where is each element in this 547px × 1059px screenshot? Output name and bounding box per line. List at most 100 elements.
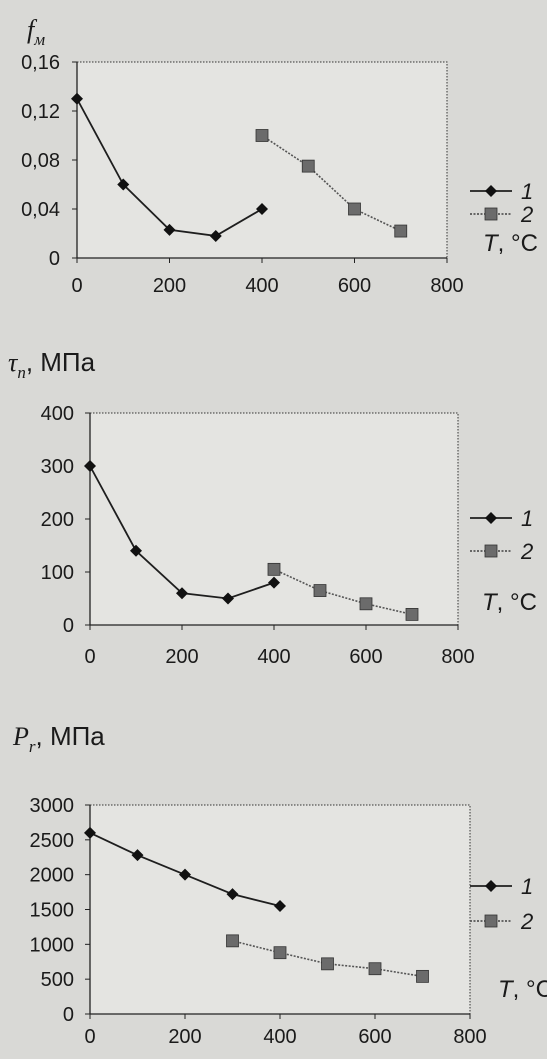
series-2-point xyxy=(313,584,327,597)
x-tick-label: 400 xyxy=(263,1026,296,1048)
x-tick-label: 0 xyxy=(84,646,95,668)
y-axis-subscript: м xyxy=(33,30,45,49)
series-2-point xyxy=(301,159,315,173)
series-2-point xyxy=(394,224,408,238)
x-tick-label: 400 xyxy=(257,646,290,668)
series-1-point xyxy=(268,576,280,589)
y-tick-label: 0 xyxy=(63,615,74,637)
x-axis-unit: , °C xyxy=(513,976,547,1003)
y-axis-subscript: r xyxy=(29,737,36,756)
series-2-point xyxy=(321,957,334,971)
chart0-svg: 0 0,04 0,08 0,12 0,16 0 200 400 600 800 fм T, °C 12 xyxy=(21,15,538,297)
y-tick-label: 400 xyxy=(41,403,74,425)
y-tick-label: 2500 xyxy=(30,830,75,852)
series-2-point xyxy=(255,129,269,142)
series-1-point xyxy=(256,203,268,215)
y-tick-label: 0,04 xyxy=(21,199,60,221)
x-axis-unit: , °C xyxy=(497,589,537,616)
y-tick-label: 0 xyxy=(63,1004,74,1026)
series-1-point xyxy=(163,223,176,236)
x-tick-label: 800 xyxy=(430,275,463,297)
chart-friction-coefficient: 0 0,04 0,08 0,12 0,16 0 200 400 600 800 fм T, °C 1 2 xyxy=(0,0,547,300)
legend-label-2: 2 xyxy=(520,202,533,227)
chart1-svg: 0 100 200 300 400 0 200 400 600 800 τn, МПа T, °C 1 2 xyxy=(8,347,537,668)
y-axis-label: fм xyxy=(27,15,45,49)
series-2-line xyxy=(273,568,413,616)
series-1-point xyxy=(84,826,96,839)
series-2-line xyxy=(232,940,423,978)
series-1-point xyxy=(131,849,144,862)
series-1-point xyxy=(209,229,222,242)
y-tick-label: 2000 xyxy=(30,865,75,887)
legend-label-1: 1 xyxy=(521,506,533,531)
series-1-point xyxy=(222,592,234,605)
y-axis-label: τn, МПа xyxy=(8,347,96,382)
x-tick-label: 400 xyxy=(245,275,278,297)
chart2-svg: 0 500 1000 1500 2000 2500 3000 0 200 400 600 800 Pr,… xyxy=(12,721,547,1048)
y-axis-symbol: τ xyxy=(8,348,19,377)
y-axis-label: Pr, МПа xyxy=(12,721,105,756)
y-tick-label: 0 xyxy=(49,248,60,270)
y-tick-label: 0,16 xyxy=(21,52,60,74)
x-tick-label: 600 xyxy=(338,275,371,297)
series-2-point xyxy=(405,607,419,621)
series-2-point xyxy=(348,202,361,216)
chart-pressure: 0 500 1000 1500 2000 2500 3000 0 200 400 600 800 Pr,… xyxy=(0,690,547,1054)
legend-label-1: 1 xyxy=(521,179,533,204)
legend-label-2: 2 xyxy=(520,909,533,934)
y-axis-unit: , МПа xyxy=(26,347,96,377)
series-1-point xyxy=(179,868,191,881)
y-tick-label: 100 xyxy=(41,562,74,584)
legend-label-1: 1 xyxy=(521,874,533,899)
x-tick-label: 600 xyxy=(358,1026,391,1048)
x-tick-label: 800 xyxy=(441,646,474,668)
legend-marker-1 xyxy=(485,512,497,524)
legend-marker-2 xyxy=(484,914,498,928)
series-1-point xyxy=(117,178,130,191)
series-1-point xyxy=(71,92,83,105)
x-axis-symbol: T xyxy=(498,976,515,1003)
x-tick-label: 0 xyxy=(84,1026,95,1048)
series-2-point xyxy=(273,946,287,960)
legend-marker-1 xyxy=(485,880,497,892)
series-1-point xyxy=(176,587,188,600)
series-1-point xyxy=(274,900,286,913)
y-tick-label: 0,12 xyxy=(21,101,60,123)
y-tick-label: 200 xyxy=(41,509,74,531)
x-tick-label: 200 xyxy=(168,1026,201,1048)
legend-marker-2 xyxy=(484,544,498,558)
chart-shear-strength: 0 100 200 300 400 0 200 400 600 800 τn, МПа T, °C 1 2 xyxy=(0,325,547,675)
series-2-point xyxy=(368,962,382,976)
series-1-point xyxy=(84,460,96,472)
y-tick-label: 0,08 xyxy=(21,150,60,172)
plot-frame xyxy=(89,412,459,626)
y-tick-label: 300 xyxy=(41,456,74,478)
x-tick-label: 0 xyxy=(71,275,82,297)
y-axis-symbol: P xyxy=(12,722,29,751)
y-tick-label: 500 xyxy=(41,969,74,991)
series-2-line xyxy=(261,134,402,232)
legend-marker-1 xyxy=(485,185,497,197)
y-tick-label: 3000 xyxy=(30,795,75,817)
series-2-point xyxy=(416,969,429,983)
series-2-point xyxy=(267,562,281,576)
series-1-point xyxy=(226,888,239,901)
x-tick-label: 800 xyxy=(453,1026,486,1048)
series-1-point xyxy=(130,544,142,557)
y-tick-label: 1000 xyxy=(30,934,75,956)
y-axis-subscript: n xyxy=(17,363,26,382)
x-tick-label: 200 xyxy=(153,275,186,297)
x-axis-symbol: T xyxy=(482,589,499,616)
legend-label-2: 2 xyxy=(520,539,533,564)
series-2-point xyxy=(226,934,239,948)
y-axis-unit: , МПа xyxy=(36,721,106,751)
x-axis-label: T, °C xyxy=(483,230,538,257)
legend-marker-2 xyxy=(484,207,498,221)
x-tick-label: 600 xyxy=(349,646,382,668)
x-axis-label: T, °C xyxy=(498,976,547,1003)
x-tick-label: 200 xyxy=(165,646,198,668)
series-2-point xyxy=(359,597,373,611)
plot-frame xyxy=(76,61,448,259)
x-axis-label: T, °C xyxy=(482,589,537,616)
x-axis-symbol: T xyxy=(483,230,500,257)
